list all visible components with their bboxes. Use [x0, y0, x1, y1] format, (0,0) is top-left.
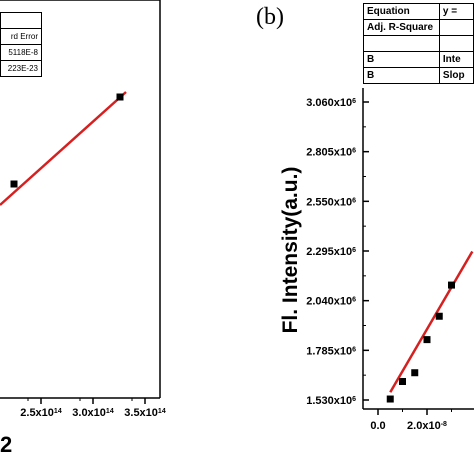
right-fit-line [389, 250, 474, 393]
right-table-cell [438, 19, 474, 36]
right-table-cell: B [363, 51, 440, 68]
y-axis-label: Fl. Intensity(a.u.) [279, 167, 302, 334]
right-x-tick-label: 2.0x10-8 [407, 420, 447, 432]
left-bottom-glyph: 2 [0, 432, 12, 457]
right-data-point [399, 377, 406, 385]
right-fit-table: Equation y = Adj. R-Square B Inte B Slop [363, 3, 474, 84]
right-table-cell: Slop [438, 67, 474, 84]
right-data-point [448, 281, 455, 289]
right-y-tick-label: 1.530x106 [306, 395, 356, 407]
right-panel: (b) 3.060x106 2.805x106 2.550x106 2.295x106… [256, 4, 474, 432]
right-y-tick-label: 2.040x106 [306, 296, 356, 308]
right-data-point [411, 369, 419, 377]
right-table-cell: Equation [363, 3, 440, 20]
right-data-point [386, 395, 394, 403]
right-y-tick-label: 2.805x106 [306, 147, 356, 159]
left-fit-table: rd Error 5118E-8 223E-23 [0, 12, 42, 77]
right-table-cell: y = [438, 3, 474, 20]
right-table-cell: B [363, 67, 440, 84]
right-data-point [435, 312, 443, 320]
left-data-points [10, 93, 124, 188]
left-table-cell: 5118E-8 [0, 44, 42, 61]
right-y-tick-label: 3.060x106 [306, 97, 356, 109]
left-x-tick-label: 2.5x1014 [20, 407, 62, 419]
left-table-cell [0, 12, 42, 29]
right-y-tick-label: 1.785x106 [306, 345, 356, 357]
right-y-ticks [363, 101, 369, 401]
left-x-tick-label: 3.5x1014 [124, 407, 166, 419]
right-data-points [386, 281, 455, 403]
left-panel: 2.5x1014 3.0x1014 3.5x1014 2 [0, 0, 166, 457]
right-table-cell: Adj. R-Square [363, 19, 440, 36]
right-data-point [423, 336, 431, 344]
right-x-tick-labels: 0.0 2.0x10-8 [370, 420, 447, 432]
left-x-tick-labels: 2.5x1014 3.0x1014 3.5x1014 [20, 407, 166, 419]
left-data-point [10, 180, 18, 188]
left-data-point [116, 93, 124, 101]
right-table-cell [438, 35, 474, 52]
right-y-tick-label: 2.295x106 [306, 246, 356, 258]
panel-label-b: (b) [256, 4, 284, 30]
right-y-tick-label: 2.550x106 [306, 196, 356, 208]
right-table-cell: Inte [438, 51, 474, 68]
left-table-cell: 223E-23 [0, 60, 42, 77]
right-y-tick-labels: 3.060x106 2.805x106 2.550x106 2.295x106 2.04… [306, 97, 356, 407]
right-x-ticks [377, 409, 452, 415]
right-table-cell [363, 35, 440, 52]
left-x-tick-label: 3.0x1014 [72, 407, 114, 419]
right-x-tick-label: 0.0 [370, 420, 385, 432]
left-x-ticks [27, 398, 146, 404]
left-table-cell: rd Error [0, 28, 42, 45]
left-fit-line [0, 91, 127, 206]
